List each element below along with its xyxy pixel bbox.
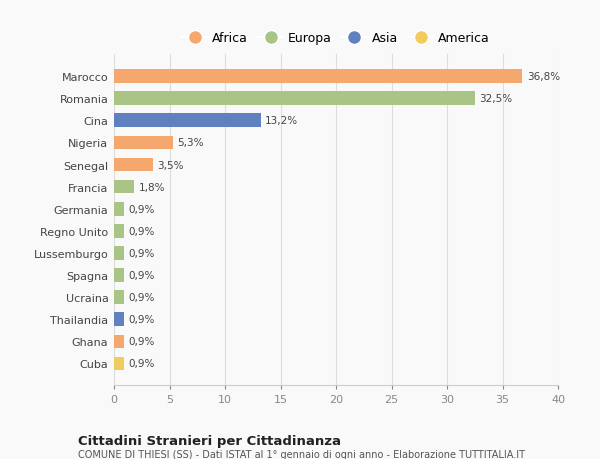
Bar (114, 224, 124, 238)
Text: 0,9%: 0,9% (128, 314, 155, 325)
Text: 0,9%: 0,9% (128, 248, 155, 258)
Text: 0,9%: 0,9% (128, 292, 155, 302)
Bar (114, 158, 153, 172)
Bar (114, 180, 134, 194)
Text: 0,9%: 0,9% (128, 336, 155, 347)
Bar (114, 357, 124, 370)
Text: 3,5%: 3,5% (157, 160, 184, 170)
Bar (114, 202, 124, 216)
Text: 32,5%: 32,5% (479, 94, 512, 104)
Text: 0,9%: 0,9% (128, 270, 155, 280)
Text: Cittadini Stranieri per Cittadinanza: Cittadini Stranieri per Cittadinanza (78, 434, 341, 447)
Text: 5,3%: 5,3% (177, 138, 204, 148)
Text: 0,9%: 0,9% (128, 359, 155, 369)
Bar (114, 246, 124, 260)
Text: 0,9%: 0,9% (128, 226, 155, 236)
Bar (114, 136, 173, 150)
Text: 36,8%: 36,8% (527, 72, 560, 82)
Bar (114, 313, 124, 326)
Bar (114, 114, 260, 128)
Text: 1,8%: 1,8% (139, 182, 165, 192)
Bar (114, 92, 475, 106)
Legend: Africa, Europa, Asia, America: Africa, Europa, Asia, America (178, 28, 494, 49)
Text: COMUNE DI THIESI (SS) - Dati ISTAT al 1° gennaio di ogni anno - Elaborazione TUT: COMUNE DI THIESI (SS) - Dati ISTAT al 1°… (78, 449, 525, 459)
Text: 0,9%: 0,9% (128, 204, 155, 214)
Text: 13,2%: 13,2% (265, 116, 298, 126)
Bar (114, 291, 124, 304)
Bar (114, 269, 124, 282)
Bar (114, 70, 523, 84)
Bar (114, 335, 124, 348)
